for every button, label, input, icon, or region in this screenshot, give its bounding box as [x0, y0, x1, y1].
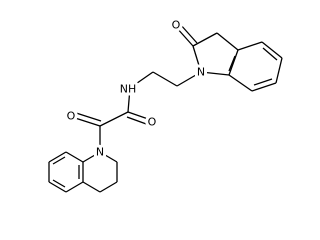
atom-label: O: [67, 110, 76, 123]
page: O N NH O O N (() => { const data = JSON.…: [48, 16, 283, 193]
bonds: [48, 23, 283, 193]
atom-label: N: [197, 66, 205, 79]
molecule-diagram: O N NH O O N: [48, 16, 283, 193]
atom-label: NH: [120, 83, 137, 96]
atom-label: O: [148, 116, 157, 129]
atom-labels: O N NH O O N: [64, 16, 208, 162]
atom-label: O: [172, 19, 181, 32]
atom-label: N: [96, 146, 104, 159]
